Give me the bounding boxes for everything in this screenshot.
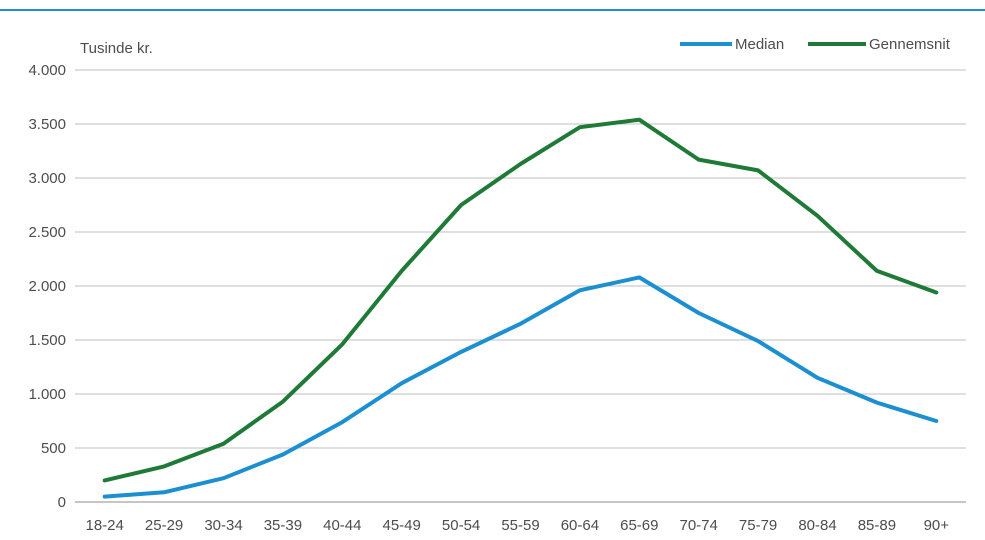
data-point-gennemsnit <box>162 464 166 468</box>
data-point-gennemsnit <box>281 400 285 404</box>
data-point-gennemsnit <box>756 168 760 172</box>
x-tick-label: 50-54 <box>442 517 480 534</box>
y-tick-label: 2.000 <box>28 278 66 295</box>
data-point-median <box>637 275 641 279</box>
gridlines <box>75 69 966 503</box>
x-tick-label: 25-29 <box>145 517 183 534</box>
y-axis-unit-label: Tusinde kr. <box>80 40 153 57</box>
data-point-median <box>222 476 225 480</box>
data-point-median <box>400 381 404 385</box>
x-tick-label: 90+ <box>924 517 950 534</box>
data-point-median <box>459 350 463 354</box>
x-tick-label: 35-39 <box>264 517 302 534</box>
series-line-median <box>102 275 939 499</box>
data-point-gennemsnit <box>816 214 819 218</box>
legend-label-median: Median <box>735 36 784 53</box>
data-point-median <box>162 490 166 494</box>
y-tick-label: 0 <box>58 494 66 511</box>
data-point-gennemsnit <box>459 203 463 207</box>
series-lines <box>102 117 939 499</box>
data-point-gennemsnit <box>340 342 344 346</box>
x-tick-label: 65-69 <box>620 517 658 534</box>
x-tick-label: 45-49 <box>383 517 421 534</box>
x-tick-label: 85-89 <box>858 517 896 534</box>
y-tick-label: 2.500 <box>28 224 66 241</box>
data-point-median <box>578 288 582 292</box>
legend-label-gennemsnit: Gennemsnit <box>869 36 951 53</box>
y-axis: 0 500 1.000 1.500 2.000 2.500 3.000 3.500 4.000 <box>28 62 66 511</box>
x-tick-label: 18-24 <box>86 517 124 534</box>
y-tick-label: 4.000 <box>28 62 66 79</box>
data-point-median <box>756 339 760 343</box>
data-point-median <box>697 311 701 315</box>
data-point-gennemsnit <box>875 269 879 273</box>
data-point-median <box>340 420 344 424</box>
data-point-median <box>103 495 107 499</box>
x-axis: 18-24 25-29 30-34 35-39 40-44 45-49 50-54 55-59… <box>86 517 950 534</box>
data-point-median <box>934 419 938 423</box>
x-tick-label: 60-64 <box>561 517 599 534</box>
y-tick-label: 3.000 <box>28 170 66 187</box>
data-point-median <box>519 322 522 326</box>
x-tick-label: 80-84 <box>798 517 836 534</box>
data-point-gennemsnit <box>222 442 225 446</box>
y-tick-label: 500 <box>41 440 66 457</box>
data-point-gennemsnit <box>400 269 404 273</box>
data-point-gennemsnit <box>934 290 938 294</box>
series-line-gennemsnit <box>102 117 939 483</box>
data-point-median <box>816 376 819 380</box>
x-tick-label: 55-59 <box>501 517 539 534</box>
x-tick-label: 30-34 <box>204 517 242 534</box>
y-tick-label: 3.500 <box>28 116 66 133</box>
data-point-median <box>281 452 285 456</box>
x-tick-label: 75-79 <box>739 517 777 534</box>
data-point-median <box>875 401 879 405</box>
data-point-gennemsnit <box>578 125 582 129</box>
legend: Median Gennemsnit <box>680 36 951 53</box>
data-point-gennemsnit <box>697 158 701 162</box>
data-point-gennemsnit <box>103 478 107 482</box>
data-point-gennemsnit <box>519 162 522 166</box>
y-tick-label: 1.500 <box>28 332 66 349</box>
data-point-gennemsnit <box>637 118 641 122</box>
x-tick-label: 70-74 <box>680 517 718 534</box>
y-tick-label: 1.000 <box>28 386 66 403</box>
x-tick-label: 40-44 <box>323 517 361 534</box>
